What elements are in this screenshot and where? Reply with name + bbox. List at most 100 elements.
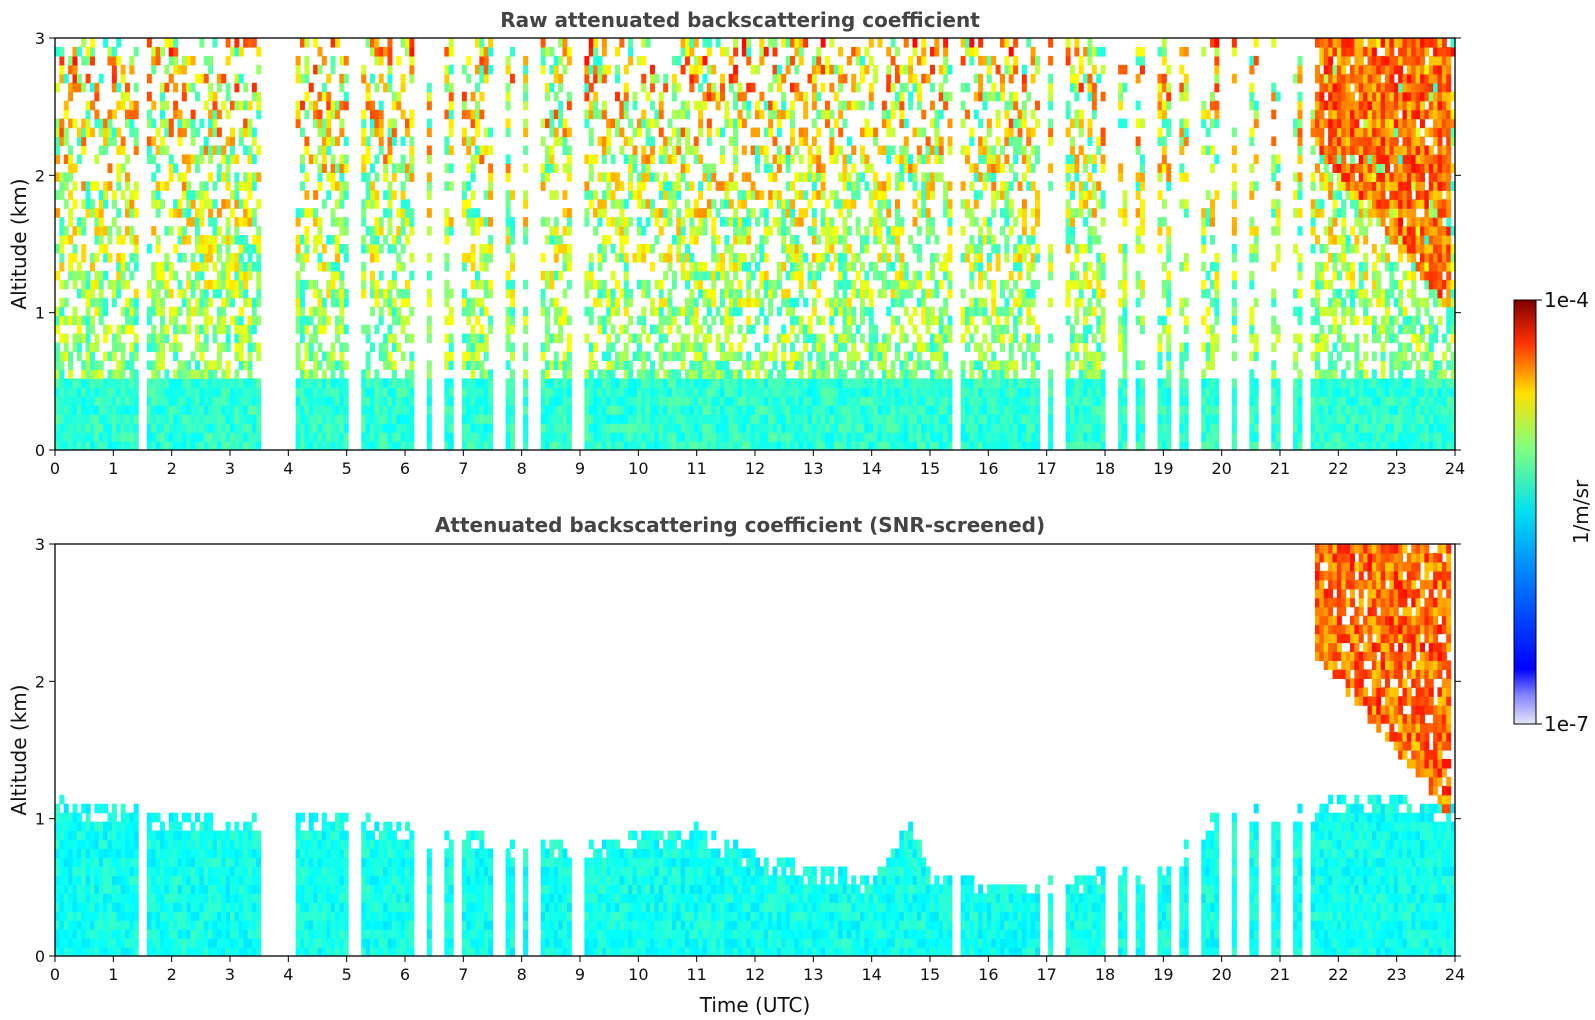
heatmap-cell [85, 378, 91, 388]
heatmap-cell [553, 91, 559, 102]
heatmap-cell [361, 432, 367, 442]
heatmap-cell [912, 432, 918, 442]
heatmap-cell [829, 82, 835, 93]
heatmap-cell [965, 154, 970, 164]
heatmap-cell [820, 396, 826, 406]
heatmap-cell [470, 244, 476, 254]
heatmap-cell [396, 91, 402, 102]
heatmap-cell [667, 181, 673, 191]
heatmap-cell [343, 244, 349, 254]
heatmap-cell [234, 396, 240, 406]
heatmap-cell [833, 405, 839, 415]
heatmap-cell [553, 423, 559, 433]
heatmap-cell [785, 181, 791, 191]
heatmap-cell [636, 351, 642, 362]
heatmap-cell [98, 432, 104, 442]
heatmap-cell [720, 181, 725, 191]
heatmap-cell [221, 306, 227, 317]
heatmap-cell [68, 441, 74, 451]
heatmap-cell [313, 288, 319, 299]
heatmap-cell [300, 154, 305, 164]
heatmap-cell [448, 288, 454, 299]
heatmap-cell [444, 235, 450, 245]
heatmap-cell [321, 432, 327, 442]
heatmap-cell [606, 235, 612, 245]
heatmap-cell [615, 172, 620, 182]
heatmap-cell [750, 127, 756, 138]
heatmap-cell [566, 252, 572, 263]
heatmap-cell [461, 208, 467, 218]
heatmap-cell [908, 405, 914, 415]
heatmap-cell [986, 261, 992, 272]
heatmap-cell [811, 297, 817, 308]
heatmap-cell [790, 252, 795, 263]
heatmap-cell [238, 378, 244, 388]
heatmap-cell [921, 208, 927, 218]
heatmap-cell [829, 261, 835, 272]
heatmap-cell [842, 342, 848, 353]
heatmap-cell [558, 423, 564, 433]
heatmap-cell [234, 351, 240, 362]
heatmap-cell [711, 226, 717, 236]
heatmap-cell [304, 342, 310, 353]
heatmap-cell [216, 244, 222, 254]
heatmap-cell [938, 342, 944, 353]
heatmap-cell [597, 387, 603, 397]
heatmap-cell [790, 396, 795, 406]
heatmap-cell [715, 432, 721, 442]
heatmap-cell [405, 387, 410, 397]
heatmap-cell [107, 181, 113, 191]
heatmap-cell [120, 73, 126, 84]
heatmap-cell [81, 315, 87, 326]
heatmap-cell [969, 297, 975, 308]
heatmap-cell [212, 261, 218, 272]
heatmap-cell [601, 414, 607, 424]
heatmap-cell [750, 423, 756, 433]
heatmap-cell [361, 109, 367, 120]
heatmap-cell [545, 378, 550, 388]
heatmap-cell [623, 252, 629, 263]
heatmap-cell [426, 145, 432, 156]
heatmap-cell [969, 315, 975, 326]
heatmap-cell [243, 288, 249, 299]
heatmap-cell [146, 109, 152, 120]
heatmap-cell [829, 414, 835, 424]
heatmap-cell [737, 297, 743, 308]
heatmap-cell [448, 82, 454, 93]
heatmap-cell [470, 351, 476, 362]
heatmap-cell [925, 226, 931, 236]
heatmap-cell [488, 163, 494, 173]
heatmap-cell [947, 226, 953, 236]
heatmap-cell [934, 109, 940, 120]
heatmap-cell [623, 235, 629, 245]
heatmap-cell [256, 145, 262, 156]
heatmap-cell [973, 414, 979, 424]
heatmap-cell [300, 73, 305, 84]
heatmap-cell [846, 441, 852, 451]
heatmap-cell [155, 441, 161, 451]
heatmap-cell [190, 136, 196, 147]
heatmap-cell [444, 360, 450, 370]
heatmap-cell [829, 351, 835, 362]
heatmap-cell [667, 315, 673, 326]
heatmap-cell [881, 145, 887, 156]
heatmap-cell [825, 55, 830, 66]
heatmap-cell [85, 306, 91, 317]
heatmap-cell [986, 441, 992, 451]
heatmap-cell [593, 387, 599, 397]
heatmap-cell [479, 432, 485, 442]
heatmap-cell [842, 226, 848, 236]
heatmap-cell [448, 414, 454, 424]
heatmap-cell [676, 190, 682, 200]
heatmap-cell [409, 109, 415, 120]
heatmap-cell [488, 414, 494, 424]
heatmap-cell [790, 297, 795, 308]
heatmap-cell [59, 64, 65, 75]
heatmap-cell [838, 396, 844, 406]
heatmap-cell [759, 360, 765, 370]
heatmap-cell [116, 288, 122, 299]
heatmap-cell [103, 136, 109, 147]
heatmap-cell [873, 136, 879, 147]
heatmap-cell [120, 396, 126, 406]
heatmap-cell [991, 199, 997, 209]
